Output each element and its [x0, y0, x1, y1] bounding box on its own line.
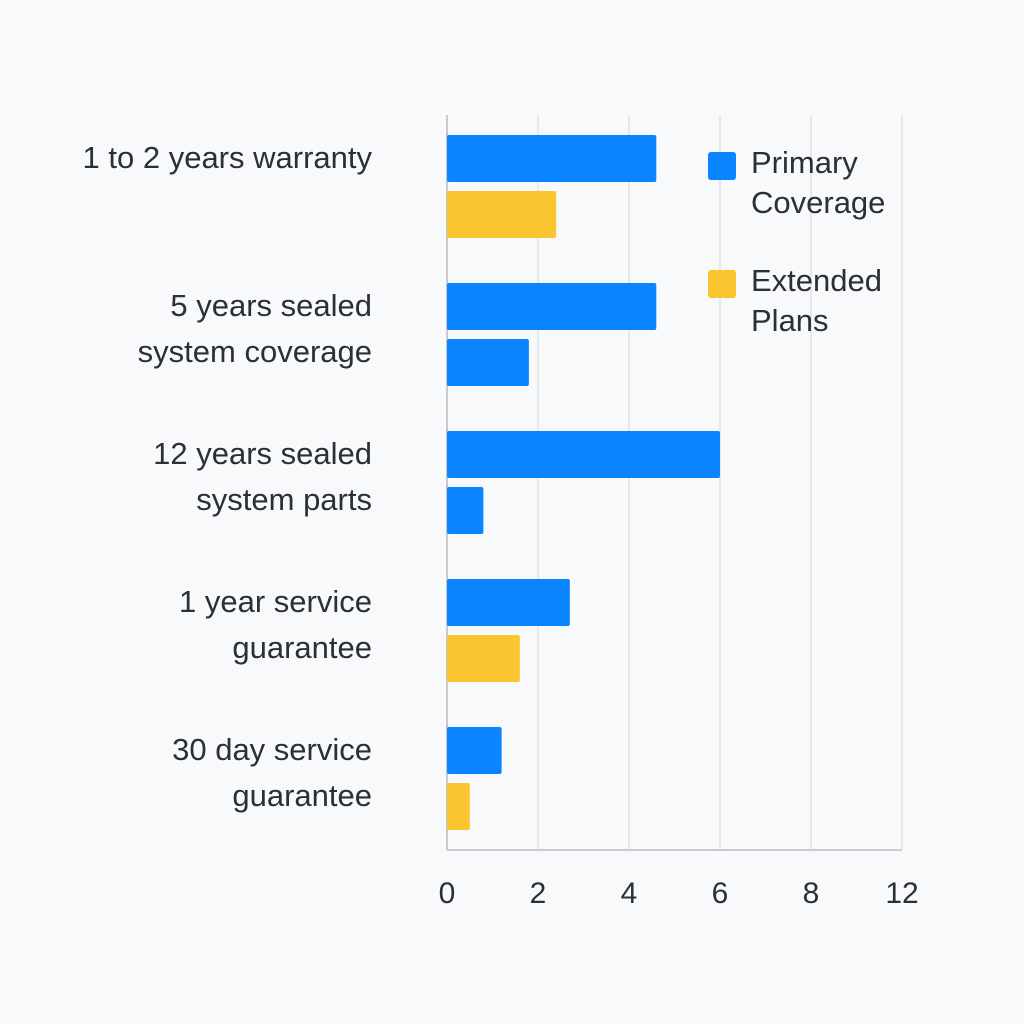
- x-tick-label: 2: [530, 877, 547, 910]
- x-tick-label: 12: [885, 877, 918, 910]
- legend-label: Extended Plans: [751, 263, 882, 338]
- x-tick-label: 8: [803, 877, 820, 910]
- legend-swatch: [708, 152, 736, 180]
- y-tick-label: 1 year service guarantee: [179, 584, 372, 665]
- x-tick-label: 0: [439, 877, 456, 910]
- y-tick-label: 30 day service guarantee: [172, 732, 372, 813]
- bar: [447, 783, 470, 830]
- bar: [447, 135, 657, 182]
- x-tick-label: 6: [712, 877, 729, 910]
- y-tick-label: 12 years sealed system parts: [153, 436, 372, 517]
- x-tick-label: 4: [621, 877, 638, 910]
- bar: [447, 487, 484, 534]
- y-tick-label: 1 to 2 years warranty: [82, 140, 372, 175]
- y-tick-label: 5 years sealed system coverage: [137, 288, 372, 369]
- legend-label: Primary Coverage: [751, 145, 886, 220]
- legend-swatch: [708, 270, 736, 298]
- bar: [447, 635, 520, 682]
- bar: [447, 727, 502, 774]
- bar: [447, 283, 657, 330]
- bar: [447, 579, 570, 626]
- bar: [447, 339, 529, 386]
- bar: [447, 191, 557, 238]
- bar: [447, 431, 720, 478]
